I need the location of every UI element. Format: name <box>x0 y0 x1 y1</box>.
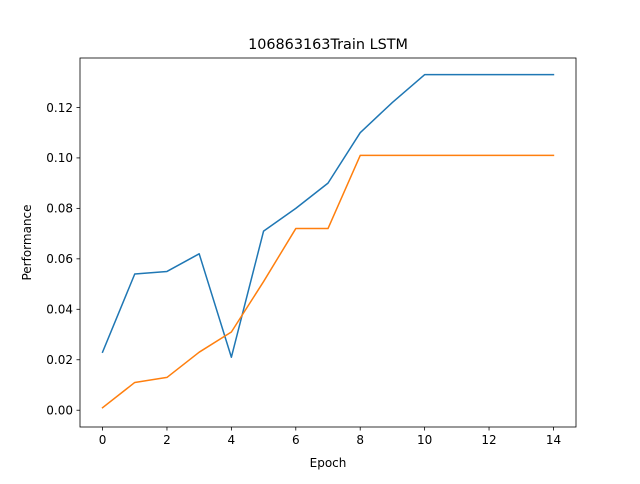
chart-title: 106863163Train LSTM <box>248 37 408 53</box>
x-tick-label: 6 <box>292 433 300 447</box>
y-tick-label: 0.00 <box>46 404 73 418</box>
series-line-2 <box>101 154 555 409</box>
plot-lines <box>101 73 555 409</box>
y-tick-label: 0.04 <box>46 303 73 317</box>
y-tick-label: 0.02 <box>46 353 73 367</box>
y-tick-label: 0.08 <box>46 202 73 216</box>
y-tick-label: 0.12 <box>46 101 73 115</box>
x-axis-ticks: 0 2 4 6 8 10 12 14 <box>99 427 561 447</box>
x-tick-label: 2 <box>163 433 171 447</box>
x-tick-label: 10 <box>417 433 432 447</box>
x-tick-label: 0 <box>99 433 107 447</box>
x-tick-label: 14 <box>546 433 561 447</box>
x-tick-label: 8 <box>356 433 364 447</box>
y-tick-label: 0.06 <box>46 252 73 266</box>
y-tick-label: 0.10 <box>46 151 73 165</box>
series-line-1 <box>101 73 555 358</box>
axes-frame <box>79 57 577 428</box>
y-axis-ticks: 0.00 0.02 0.04 0.06 0.08 0.10 0.12 <box>46 101 80 418</box>
x-tick-label: 12 <box>481 433 496 447</box>
x-axis-label: Epoch <box>310 456 347 470</box>
y-axis-label: Performance <box>20 204 34 280</box>
x-tick-label: 4 <box>228 433 236 447</box>
